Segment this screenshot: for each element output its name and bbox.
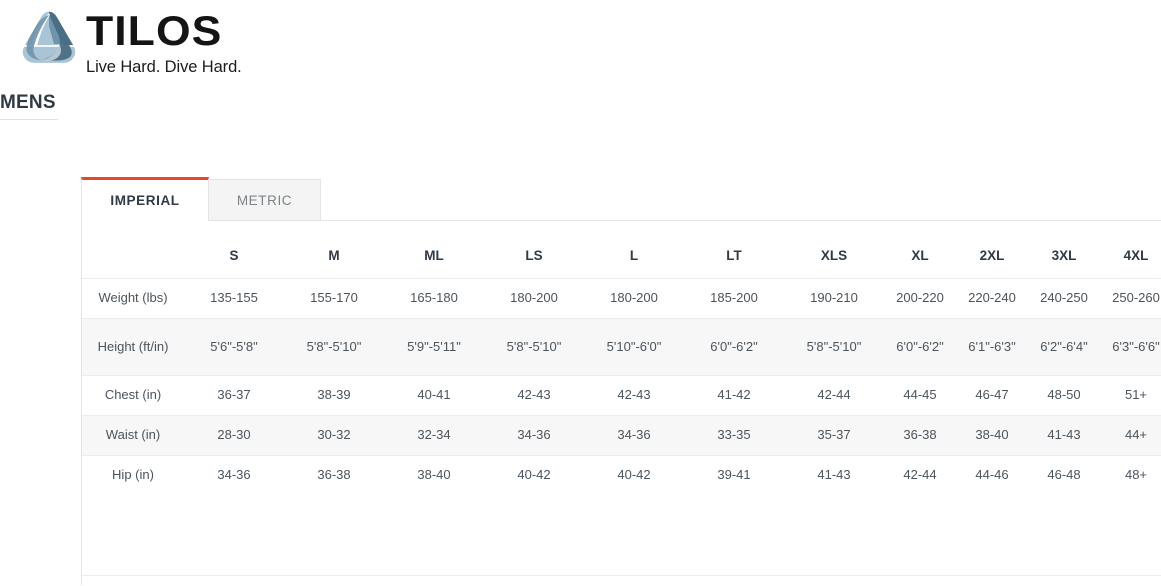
- tab-imperial[interactable]: IMPERIAL: [81, 177, 209, 221]
- cell-weight-3xl: 240-250: [1040, 290, 1088, 306]
- row-label-height: Height (ft/in): [97, 338, 169, 354]
- cell-hip-ls: 40-42: [517, 467, 551, 483]
- cell-chest-ml: 40-41: [417, 387, 451, 403]
- cell-hip-3xl: 46-48: [1047, 467, 1081, 483]
- cell-weight-xls: 190-210: [810, 290, 858, 306]
- site-header: TILOS Live Hard. Dive Hard.: [18, 8, 242, 76]
- tab-metric[interactable]: METRIC: [209, 179, 321, 221]
- table-row: Hip (in) 34-36 36-38 38-40 40-42 40-42 3…: [82, 455, 1161, 496]
- cell-chest-lt: 41-42: [717, 387, 751, 403]
- cell-height-ls: 5'8"-5'10": [506, 338, 562, 354]
- cell-waist-lt: 33-35: [717, 427, 751, 443]
- cell-height-l: 5'10"-6'0": [606, 338, 662, 354]
- cell-hip-ml: 38-40: [417, 467, 451, 483]
- cell-waist-2xl: 38-40: [975, 427, 1009, 443]
- cell-height-3xl: 6'2"-6'4": [1040, 338, 1088, 354]
- cell-height-xl: 6'0"-6'2": [896, 338, 944, 354]
- cell-waist-m: 30-32: [317, 427, 351, 443]
- row-label-chest: Chest (in): [104, 387, 162, 403]
- cell-weight-s: 135-155: [210, 290, 258, 306]
- cell-hip-xl: 42-44: [903, 467, 937, 483]
- cell-waist-s: 28-30: [217, 427, 251, 443]
- column-header-blank: [82, 234, 184, 279]
- cell-waist-xl: 36-38: [903, 427, 937, 443]
- column-header-xls: XLS: [820, 248, 848, 264]
- cell-waist-xls: 35-37: [817, 427, 851, 443]
- table-row: Weight (lbs) 135-155 155-170 165-180 180…: [82, 278, 1161, 319]
- cell-hip-4xl: 48+: [1124, 467, 1148, 483]
- cell-hip-s: 34-36: [217, 467, 251, 483]
- cell-waist-l: 34-36: [617, 427, 651, 443]
- table-row: Chest (in) 36-37 38-39 40-41 42-43 42-43…: [82, 375, 1161, 416]
- cell-weight-ls: 180-200: [510, 290, 558, 306]
- table-row: Height (ft/in) 5'6"-5'8" 5'8"-5'10" 5'9"…: [82, 318, 1161, 376]
- column-header-2xl: 2XL: [979, 248, 1005, 264]
- cell-chest-xls: 42-44: [817, 387, 851, 403]
- cell-hip-xls: 41-43: [817, 467, 851, 483]
- cell-weight-xl: 200-220: [896, 290, 944, 306]
- column-header-ml: ML: [424, 248, 444, 264]
- column-header-ls: LS: [525, 248, 543, 264]
- cell-height-2xl: 6'1"-6'3": [968, 338, 1016, 354]
- column-header-3xl: 3XL: [1051, 248, 1077, 264]
- cell-chest-4xl: 51+: [1124, 387, 1148, 403]
- column-header-m: M: [328, 248, 340, 264]
- cell-height-ml: 5'9"-5'11": [407, 338, 461, 354]
- page-title: MENS: [0, 92, 58, 120]
- cell-waist-ls: 34-36: [517, 427, 551, 443]
- brand-tagline: Live Hard. Dive Hard.: [86, 58, 242, 76]
- cell-chest-s: 36-37: [217, 387, 251, 403]
- size-chart-table: S M ML LS L LT XLS XL 2XL 3XL 4XL Weight…: [82, 234, 1161, 496]
- brand-wordmark: TILOS: [86, 7, 223, 54]
- table-bottom-divider: [82, 575, 1161, 576]
- row-label-waist: Waist (in): [105, 427, 161, 443]
- column-header-l: L: [629, 248, 639, 264]
- cell-weight-l: 180-200: [610, 290, 658, 306]
- cell-weight-4xl: 250-260: [1112, 290, 1160, 306]
- cell-height-m: 5'8"-5'10": [306, 338, 362, 354]
- size-chart-panel: IMPERIAL METRIC S M ML LS L LT XLS X: [81, 177, 1161, 586]
- cell-height-4xl: 6'3"-6'6": [1112, 338, 1160, 354]
- cell-hip-lt: 39-41: [717, 467, 751, 483]
- cell-weight-lt: 185-200: [710, 290, 758, 306]
- cell-hip-m: 36-38: [317, 467, 351, 483]
- cell-weight-m: 155-170: [310, 290, 358, 306]
- column-header-xl: XL: [911, 248, 929, 264]
- size-chart-body: S M ML LS L LT XLS XL 2XL 3XL 4XL Weight…: [81, 220, 1161, 585]
- cell-height-s: 5'6"-5'8": [210, 338, 258, 354]
- cell-chest-l: 42-43: [617, 387, 651, 403]
- cell-waist-4xl: 44+: [1124, 427, 1148, 443]
- cell-weight-ml: 165-180: [410, 290, 458, 306]
- cell-chest-ls: 42-43: [517, 387, 551, 403]
- cell-chest-3xl: 48-50: [1047, 387, 1081, 403]
- cell-hip-l: 40-42: [617, 467, 651, 483]
- unit-system-tablist: IMPERIAL METRIC: [81, 177, 1161, 221]
- cell-chest-xl: 44-45: [903, 387, 937, 403]
- table-row: Waist (in) 28-30 30-32 32-34 34-36 34-36…: [82, 415, 1161, 456]
- tilos-triangle-sail-logo-icon: [18, 8, 80, 70]
- size-chart-header-row: S M ML LS L LT XLS XL 2XL 3XL 4XL: [82, 234, 1161, 279]
- cell-weight-2xl: 220-240: [968, 290, 1016, 306]
- column-header-lt: LT: [726, 248, 742, 264]
- cell-height-xls: 5'8"-5'10": [806, 338, 862, 354]
- cell-waist-ml: 32-34: [417, 427, 451, 443]
- column-header-4xl: 4XL: [1123, 248, 1149, 264]
- cell-height-lt: 6'0"-6'2": [710, 338, 758, 354]
- row-label-hip: Hip (in): [112, 467, 154, 483]
- row-label-weight: Weight (lbs): [98, 290, 168, 306]
- cell-waist-3xl: 41-43: [1047, 427, 1081, 443]
- cell-chest-2xl: 46-47: [975, 387, 1009, 403]
- column-header-s: S: [229, 248, 239, 264]
- cell-hip-2xl: 44-46: [975, 467, 1009, 483]
- cell-chest-m: 38-39: [317, 387, 351, 403]
